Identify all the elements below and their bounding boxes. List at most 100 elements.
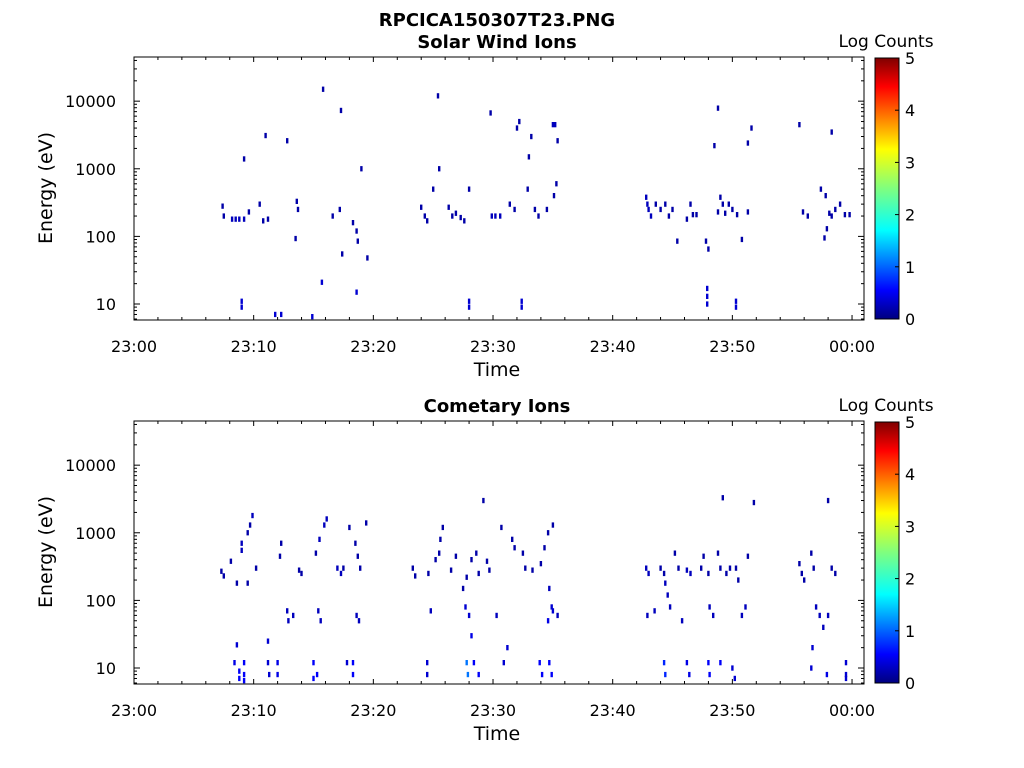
heatmap-cell [278, 553, 282, 559]
heatmap-cell [731, 206, 734, 213]
heatmap-cell [689, 570, 692, 577]
heatmap-cell [296, 206, 300, 213]
heatmap-cell [414, 573, 417, 579]
heatmap-cell [556, 612, 559, 619]
heatmap-cell [731, 665, 734, 671]
heatmap-cell [287, 618, 290, 624]
heatmap-cell [238, 668, 241, 674]
heatmap-cell [357, 618, 361, 624]
heatmap-cell [451, 213, 454, 219]
heatmap-cell [746, 140, 750, 146]
heatmap-cell [266, 216, 270, 222]
heatmap-cell [502, 660, 505, 666]
heatmap-cell [467, 298, 471, 304]
heatmap-cell [341, 251, 344, 257]
heatmap-cell [482, 497, 485, 504]
colorbar-tick-label: 4 [905, 101, 915, 120]
heatmap-cell [691, 212, 695, 218]
heatmap-cell [830, 213, 833, 219]
heatmap-cell [366, 255, 369, 261]
heatmap-cell [721, 201, 724, 207]
heatmap-cell [242, 678, 246, 684]
heatmap-cell [550, 671, 553, 678]
heatmap-cell [345, 660, 349, 666]
heatmap-cell [292, 612, 295, 619]
heatmap-cell [466, 671, 470, 678]
heatmap-cell [295, 198, 298, 204]
heatmap-cell [262, 218, 265, 224]
heatmap-cell [319, 618, 322, 624]
heatmap-cell [472, 660, 476, 666]
heatmap-cell [654, 201, 657, 207]
heatmap-cell [664, 580, 667, 586]
heatmap-cell [526, 186, 529, 192]
heatmap-cell [668, 604, 672, 610]
heatmap-cell [356, 553, 359, 559]
heatmap-cell [434, 557, 437, 563]
heatmap-cell [359, 565, 362, 571]
heatmap-cell [311, 314, 314, 320]
heatmap-cell [664, 201, 667, 207]
heatmap-cell [537, 213, 540, 219]
heatmap-cell [459, 214, 462, 221]
heatmap-cell [819, 186, 823, 192]
heatmap-cell [286, 138, 289, 144]
heatmap-cell [659, 206, 662, 213]
heatmap-cell [477, 570, 480, 577]
heatmap-cell [351, 671, 355, 678]
heatmap-cell [844, 675, 848, 682]
heatmap-cell [220, 568, 223, 574]
heatmap-cell [830, 129, 833, 135]
y-tick-label: 100 [85, 227, 116, 246]
colorbar [874, 421, 900, 684]
colorbar-tick-label: 0 [905, 674, 915, 693]
heatmap-cell [499, 213, 502, 219]
heatmap-cell [727, 201, 730, 207]
heatmap-cell [258, 201, 261, 207]
heatmap-cell [238, 216, 241, 222]
heatmap-cell [752, 499, 756, 506]
x-tick-label: 23:40 [590, 701, 636, 720]
heatmap-cell [454, 210, 458, 216]
heatmap-cell [518, 118, 521, 125]
heatmap-cell [728, 565, 732, 571]
heatmap-cell [706, 293, 709, 299]
heatmap-cell [551, 122, 555, 128]
heatmap-cell [649, 213, 653, 219]
heatmap-cell [489, 110, 492, 116]
heatmap-cell [251, 512, 254, 519]
colorbar-tick-label: 5 [905, 49, 915, 68]
heatmap-cell [246, 580, 249, 586]
heatmap-cell [798, 561, 801, 567]
heatmap-cell [814, 604, 818, 610]
heatmap-cell [420, 204, 423, 210]
heatmap-cell [485, 558, 489, 564]
heatmap-cell [426, 218, 429, 224]
heatmap-cell [222, 573, 225, 579]
heatmap-cell [725, 570, 728, 577]
heatmap-cell [667, 213, 671, 219]
heatmap-cell [355, 228, 358, 234]
heatmap-cell [506, 645, 509, 651]
x-tick-label: 23:10 [231, 337, 277, 356]
heatmap-cell [454, 553, 458, 559]
heatmap-cell [411, 565, 414, 571]
heatmap-cell [733, 675, 736, 682]
heatmap-cell [351, 660, 355, 666]
heatmap-cell [461, 585, 465, 592]
heatmap-cell [546, 530, 550, 536]
heatmap-cell [746, 553, 750, 559]
heatmap-cell [719, 565, 722, 571]
y-tick-label: 10000 [65, 456, 116, 475]
heatmap-cell [825, 671, 829, 678]
heatmap-cell [734, 298, 738, 304]
heatmap-cell [798, 122, 801, 128]
heatmap-cell [365, 520, 368, 526]
heatmap-cell [432, 186, 435, 192]
colorbar-ticks: 0 1 2 3 4 5 [895, 49, 915, 329]
heatmap-cell [646, 612, 649, 619]
heatmap-cell [348, 524, 351, 531]
heatmap-cell [467, 304, 471, 310]
heatmap-cell [470, 633, 473, 639]
